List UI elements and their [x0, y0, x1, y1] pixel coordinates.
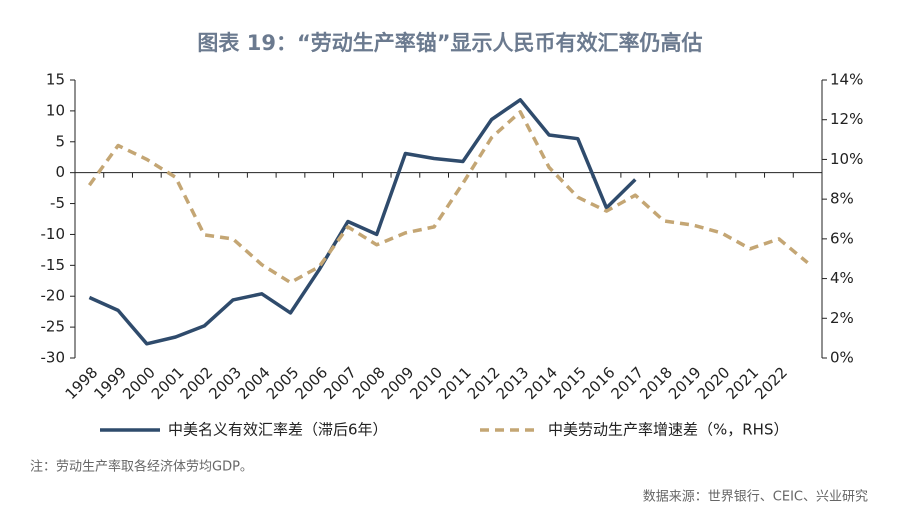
x-tick-label: 2012: [464, 363, 504, 403]
y2-tick-label: 10%: [830, 150, 863, 168]
y-tick-label: 10: [46, 101, 65, 119]
note: 注：劳动生产率取各经济体劳均GDP。: [30, 459, 253, 475]
y2-tick-label: 0%: [830, 349, 854, 367]
y-tick-label: -20: [41, 287, 66, 305]
series-line: [88, 98, 637, 346]
x-tick-label: 2021: [722, 363, 762, 403]
x-tick-label: 2010: [406, 363, 446, 403]
x-tick-label: 2011: [435, 363, 475, 403]
x-tick-label: 2004: [234, 363, 274, 403]
x-tick-label: 2003: [205, 363, 245, 403]
x-tick-label: 2008: [349, 363, 389, 403]
y-tick-label: -10: [41, 225, 66, 243]
y2-tick-label: 4%: [830, 269, 854, 287]
y-tick-label: -30: [41, 349, 66, 367]
x-tick-label: 2001: [148, 363, 188, 403]
y-tick-label: 0: [55, 163, 65, 181]
source: 数据来源：世界银行、CEIC、兴业研究: [643, 490, 868, 505]
x-tick-label: 2000: [119, 363, 159, 403]
x-tick-label: 2013: [493, 363, 533, 403]
series-line: [87, 110, 809, 285]
y2-tick-label: 6%: [830, 229, 854, 247]
x-tick-label: 2009: [378, 363, 418, 403]
x-tick-label: 1998: [62, 363, 102, 403]
x-tick-label: 2007: [320, 363, 360, 403]
x-tick-label: 1999: [90, 363, 130, 403]
x-tick-label: 2018: [636, 363, 676, 403]
y-tick-label: -25: [41, 318, 66, 336]
y2-tick-label: 2%: [830, 309, 854, 327]
y2-tick-label: 12%: [830, 110, 863, 128]
x-tick-label: 2006: [291, 363, 331, 403]
y-tick-label: 5: [55, 132, 65, 150]
x-tick-label: 2022: [751, 363, 791, 403]
x-tick-label: 2016: [579, 363, 619, 403]
legend-label: 中美名义有效汇率差（滞后6年）: [168, 421, 388, 439]
y2-tick-label: 14%: [830, 71, 863, 89]
y2-tick-label: 8%: [830, 190, 854, 208]
y-tick-label: -15: [41, 256, 66, 274]
chart-title: 图表 19：“劳动生产率锚”显示人民币有效汇率仍高估: [197, 31, 702, 55]
x-tick-label: 2014: [521, 363, 561, 403]
x-tick-label: 2017: [608, 363, 648, 403]
x-tick-label: 2015: [550, 363, 590, 403]
x-tick-label: 2002: [177, 363, 217, 403]
y-tick-label: -5: [50, 194, 65, 212]
y-tick-label: 15: [46, 71, 65, 89]
x-tick-label: 2020: [694, 363, 734, 403]
x-tick-label: 2019: [665, 363, 705, 403]
legend-label: 中美劳动生产率增速差（%，RHS）: [548, 421, 788, 439]
x-tick-label: 2005: [263, 363, 303, 403]
